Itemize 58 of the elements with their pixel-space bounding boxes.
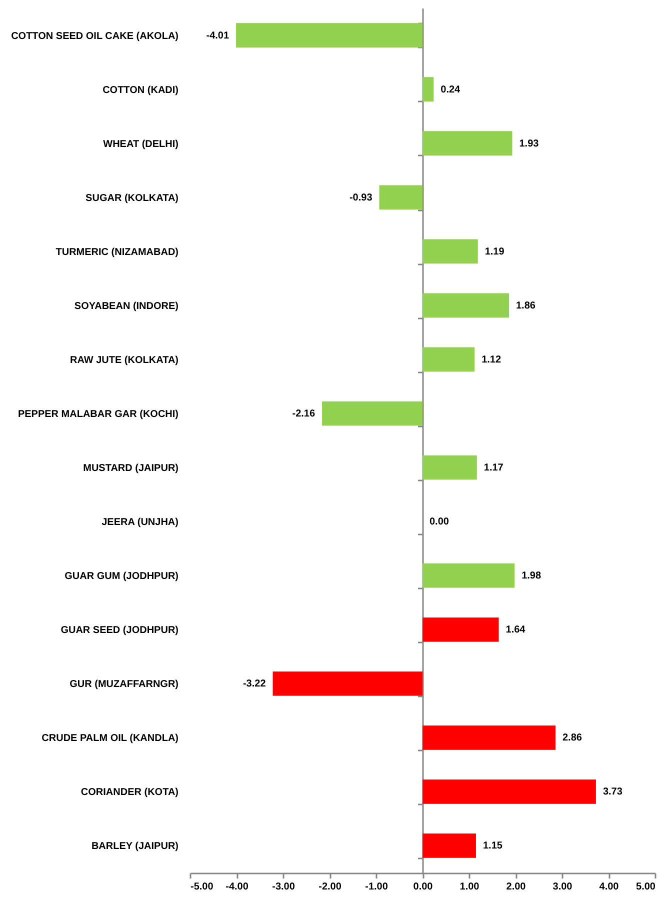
y-tick-label: BARLEY (JAIPUR) bbox=[91, 841, 178, 852]
x-tick-label: 2.00 bbox=[506, 882, 526, 892]
data-label: 1.64 bbox=[506, 624, 526, 636]
x-tick-label: 5.00 bbox=[636, 882, 656, 892]
y-tick-label: WHEAT (DELHI) bbox=[103, 138, 178, 150]
x-tick-label: -2.00 bbox=[318, 882, 342, 892]
data-label: 1.86 bbox=[516, 300, 536, 312]
bar bbox=[422, 834, 476, 858]
y-tick-label: MUSTARD (JAIPUR) bbox=[83, 463, 178, 474]
y-tick-label: SOYABEAN (INDORE) bbox=[74, 300, 178, 312]
y-tick-label: PEPPER MALABAR GAR (KOCHI) bbox=[18, 408, 178, 420]
x-tick-label: -4.00 bbox=[226, 882, 249, 892]
data-label: 1.12 bbox=[482, 354, 502, 366]
x-tick-label: -5.00 bbox=[190, 882, 214, 892]
y-tick-label: GUAR SEED (JODHPUR) bbox=[60, 625, 178, 636]
bar bbox=[422, 780, 596, 804]
y-tick-label: RAW JUTE (KOLKATA) bbox=[70, 354, 178, 366]
y-tick-label: COTTON SEED OIL CAKE (AKOLA) bbox=[11, 30, 178, 42]
y-tick-label: JEERA (UNJHA) bbox=[102, 517, 178, 528]
y-tick-label: CORIANDER (KOTA) bbox=[80, 787, 178, 798]
bar bbox=[422, 455, 477, 480]
y-tick-label: GUR (MUZAFFARNGR) bbox=[70, 679, 178, 690]
bar bbox=[236, 23, 422, 48]
data-label: 1.19 bbox=[484, 246, 505, 258]
bar bbox=[422, 347, 475, 372]
data-label: -0.93 bbox=[349, 192, 373, 204]
bar bbox=[422, 239, 478, 264]
y-tick-label: SUGAR (KOLKATA) bbox=[86, 192, 178, 204]
y-tick-label: COTTON (KADI) bbox=[102, 84, 178, 96]
x-tick-label: 4.00 bbox=[599, 882, 620, 892]
x-tick-label: 3.00 bbox=[552, 882, 573, 892]
data-label: 1.15 bbox=[482, 840, 503, 852]
data-label: -2.16 bbox=[292, 408, 316, 420]
data-label: 1.93 bbox=[519, 138, 540, 150]
bar bbox=[272, 671, 422, 696]
data-label: -3.22 bbox=[242, 678, 266, 690]
data-label: 1.98 bbox=[522, 570, 542, 582]
bar bbox=[422, 563, 515, 588]
data-label: 0.24 bbox=[440, 84, 461, 96]
x-tick-label: -1.00 bbox=[365, 882, 388, 892]
y-tick-label: TURMERIC (NIZAMABAD) bbox=[56, 246, 178, 258]
bar bbox=[422, 617, 499, 642]
x-tick-label: 1.00 bbox=[460, 882, 480, 892]
data-label: 2.86 bbox=[562, 732, 582, 744]
y-tick-label: CRUDE PALM OIL (KANDLA) bbox=[42, 733, 178, 744]
bar bbox=[422, 131, 512, 156]
y-tick-label: GUAR GUM (JODHPUR) bbox=[64, 571, 178, 582]
data-label: 3.73 bbox=[602, 786, 623, 798]
x-tick-label: -3.00 bbox=[272, 882, 296, 892]
data-label: 0.00 bbox=[430, 516, 450, 528]
data-label: -4.01 bbox=[206, 30, 230, 42]
bar bbox=[422, 726, 556, 750]
bar bbox=[322, 401, 422, 426]
bar bbox=[422, 293, 509, 318]
bar bbox=[379, 185, 422, 210]
data-label: 1.17 bbox=[484, 462, 504, 474]
x-tick-label: 0.00 bbox=[413, 882, 434, 892]
bar bbox=[422, 77, 434, 102]
